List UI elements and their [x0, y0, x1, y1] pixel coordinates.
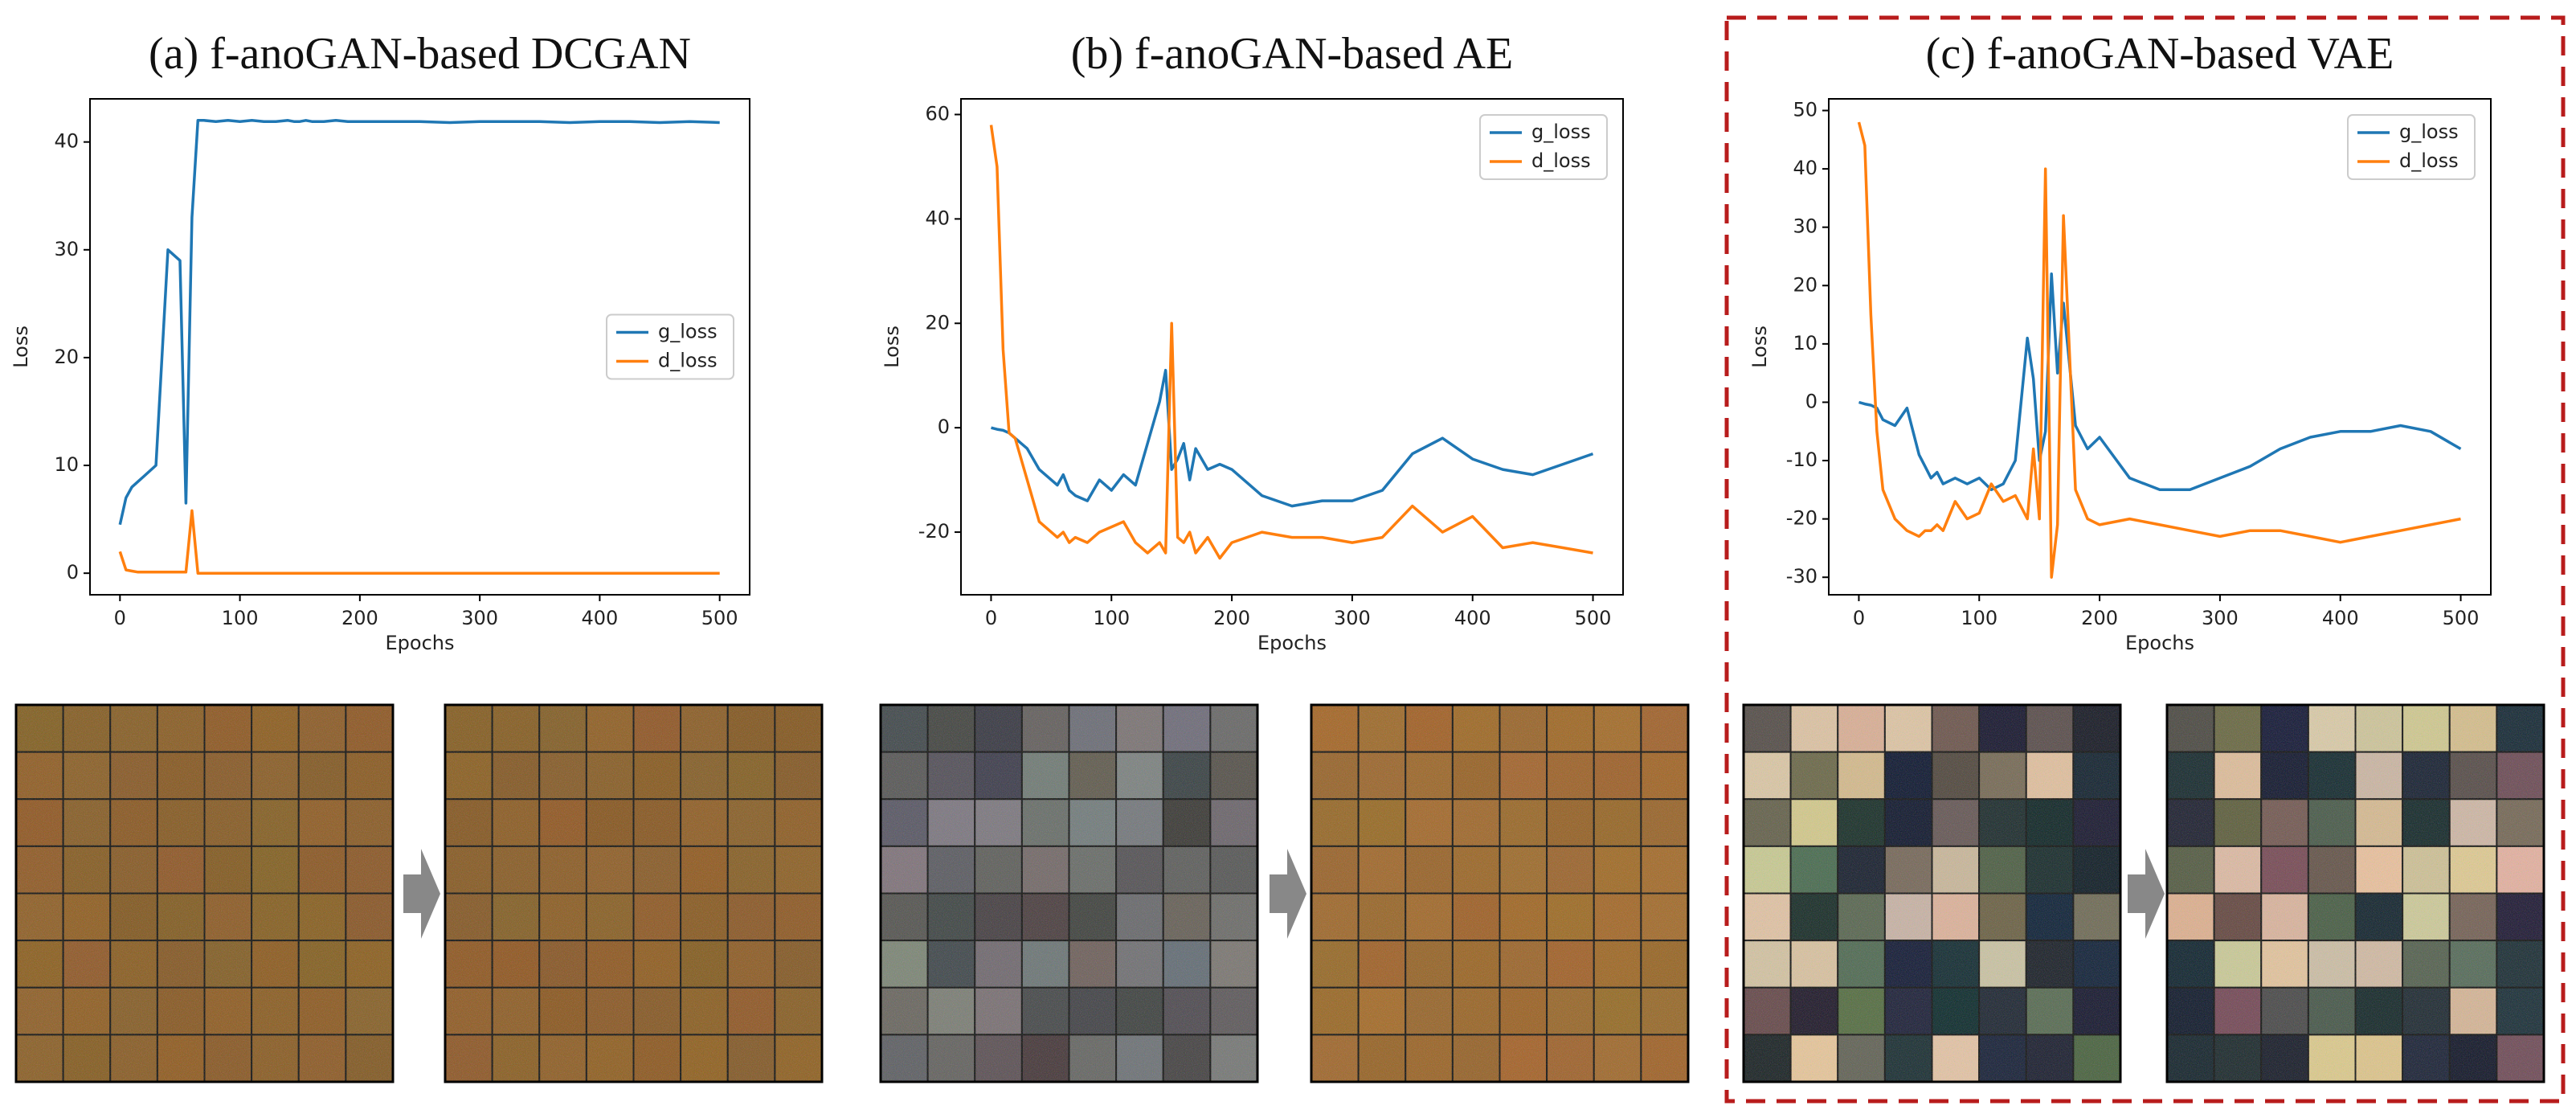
x-tick-label: 200 — [1213, 607, 1250, 629]
x-tick-label: 500 — [2443, 607, 2480, 629]
noise-overlay — [16, 705, 393, 1082]
x-tick-label: 500 — [701, 607, 738, 629]
x-tick-label: 500 — [1575, 607, 1612, 629]
noise-overlay — [2167, 705, 2544, 1082]
x-tick-label: 0 — [985, 607, 997, 629]
arrow — [1270, 849, 1306, 939]
x-tick-label: 300 — [461, 607, 498, 629]
x-tick-label: 400 — [2322, 607, 2359, 629]
x-axis-label: Epochs — [2125, 632, 2194, 654]
x-tick-label: 0 — [114, 607, 126, 629]
highlight-box — [1724, 15, 2566, 1104]
grid-frame — [14, 703, 395, 1083]
y-tick-label: 40 — [925, 207, 950, 229]
x-tick-label: 100 — [222, 607, 259, 629]
plot-frame — [1828, 98, 2492, 596]
y-tick-label: -20 — [1786, 507, 1818, 530]
x-tick-label: 100 — [1961, 607, 1997, 629]
noise-overlay — [445, 705, 822, 1082]
grid-frame — [1742, 703, 2122, 1083]
y-tick-label: 30 — [54, 238, 79, 260]
grid-frame — [1310, 703, 1690, 1083]
y-tick-label: 40 — [1793, 157, 1818, 179]
y-tick-label: 50 — [1793, 99, 1818, 121]
series-line — [1857, 121, 2461, 579]
x-tick-label: 300 — [1334, 607, 1371, 629]
y-tick-label: 20 — [925, 311, 950, 334]
noise-overlay — [1744, 705, 2120, 1082]
chart-title: (c) f-anoGAN-based VAE — [1926, 29, 2394, 79]
x-tick-label: 200 — [2081, 607, 2118, 629]
x-axis-label: Epochs — [386, 632, 455, 654]
image-grids — [14, 703, 2545, 1083]
x-tick-label: 400 — [582, 607, 619, 629]
legend-box — [1479, 114, 1608, 180]
legend-label: g_loss — [1531, 121, 1591, 143]
plot-frame — [89, 98, 750, 596]
y-tick-label: 20 — [54, 346, 79, 368]
legend-box — [606, 313, 734, 380]
grid-frame — [879, 703, 1259, 1083]
y-axis-label: Loss — [881, 326, 903, 368]
legend-label: d_loss — [1531, 149, 1591, 172]
plot-frame — [960, 98, 1624, 596]
y-tick-label: 10 — [54, 453, 79, 476]
y-tick-label: 10 — [1793, 332, 1818, 354]
legend-box — [2347, 114, 2476, 180]
x-tick-label: 400 — [1454, 607, 1491, 629]
y-tick-label: 0 — [938, 416, 950, 438]
legend-label: g_loss — [658, 321, 718, 343]
y-tick-label: 60 — [925, 102, 950, 125]
series-line — [989, 125, 1593, 560]
noise-overlay — [881, 705, 1257, 1082]
series-line — [118, 509, 720, 575]
y-tick-label: 0 — [1805, 390, 1818, 412]
chart-title: (b) f-anoGAN-based AE — [1071, 29, 1513, 79]
y-tick-label: -10 — [1786, 448, 1818, 471]
grid-frame — [444, 703, 824, 1083]
grid-frame — [2165, 703, 2545, 1083]
y-tick-label: 0 — [67, 561, 79, 584]
x-tick-label: 300 — [2202, 607, 2239, 629]
legend-label: d_loss — [658, 350, 718, 372]
x-tick-label: 100 — [1093, 607, 1130, 629]
chart-title: (a) f-anoGAN-based DCGAN — [149, 29, 691, 79]
x-tick-label: 200 — [341, 607, 378, 629]
legend-label: g_loss — [2399, 121, 2459, 143]
y-axis-label: Loss — [10, 326, 32, 368]
legend-label: d_loss — [2399, 149, 2459, 172]
x-tick-label: 0 — [1853, 607, 1865, 629]
series-line — [991, 368, 1594, 508]
y-tick-label: 20 — [1793, 273, 1818, 296]
series-line — [1858, 272, 2462, 492]
arrow — [403, 849, 440, 939]
noise-overlay — [1311, 705, 1688, 1082]
y-tick-label: -30 — [1786, 565, 1818, 588]
arrow — [2128, 849, 2165, 939]
y-axis-label: Loss — [1748, 326, 1771, 368]
series-line — [118, 119, 720, 526]
y-tick-label: -20 — [918, 520, 950, 543]
x-axis-label: Epochs — [1257, 632, 1327, 654]
y-tick-label: 30 — [1793, 215, 1818, 238]
y-tick-label: 40 — [54, 130, 79, 153]
